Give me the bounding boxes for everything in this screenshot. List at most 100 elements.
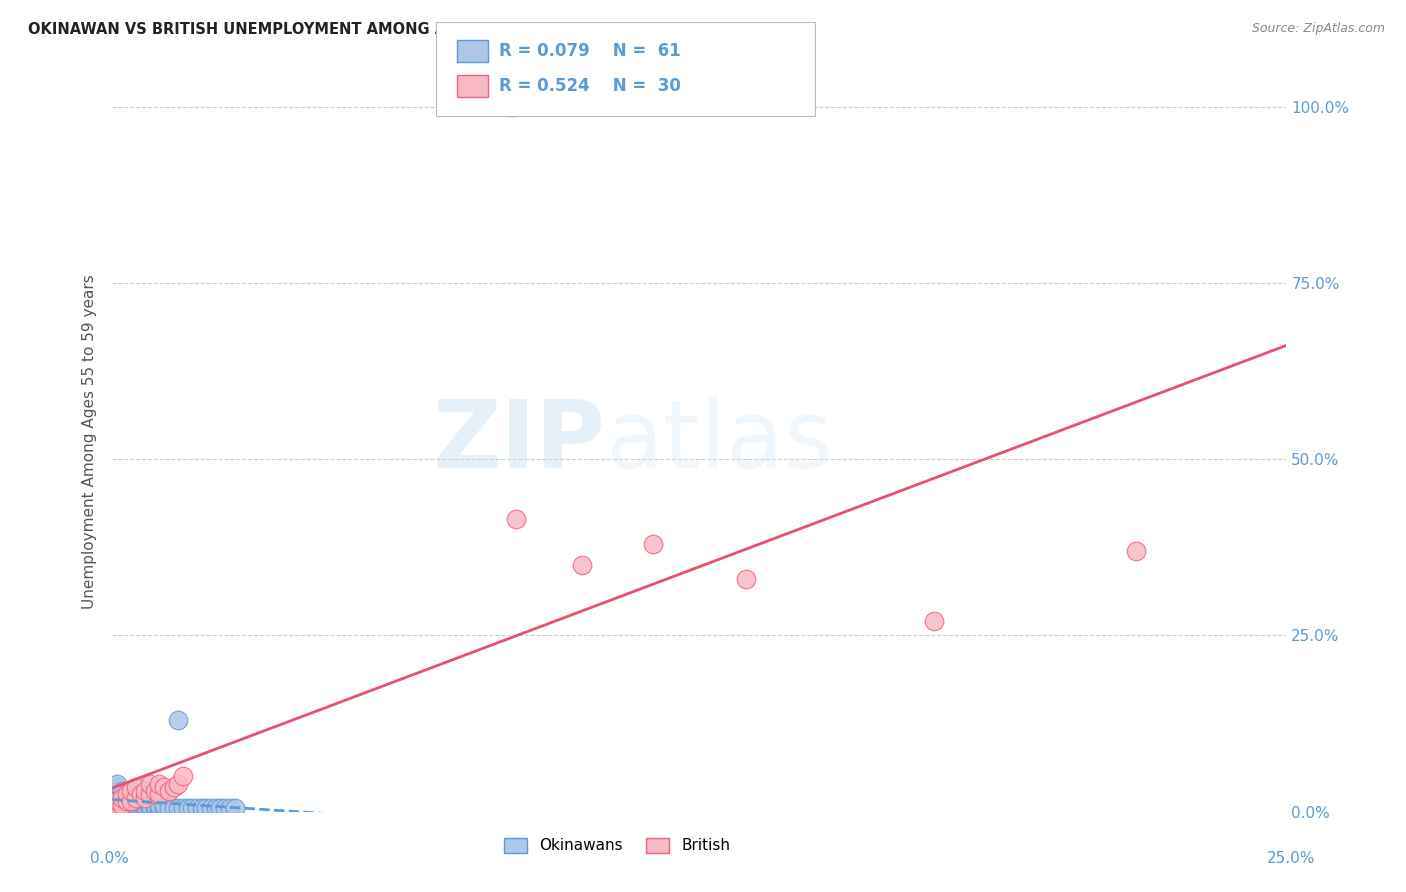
Point bbox=[105, 794, 128, 808]
Point bbox=[105, 794, 128, 808]
Point bbox=[115, 797, 138, 812]
Point bbox=[214, 801, 236, 815]
Point bbox=[111, 801, 134, 815]
Point bbox=[105, 797, 128, 812]
Point bbox=[505, 512, 527, 526]
Point bbox=[115, 790, 138, 805]
Point bbox=[153, 801, 176, 815]
Point bbox=[143, 801, 166, 815]
Point bbox=[224, 801, 246, 815]
Text: ZIP: ZIP bbox=[433, 395, 606, 488]
Point bbox=[129, 797, 152, 812]
Text: 0.0%: 0.0% bbox=[90, 851, 129, 865]
Point bbox=[143, 797, 166, 812]
Text: R = 0.524    N =  30: R = 0.524 N = 30 bbox=[499, 77, 681, 95]
Point bbox=[115, 794, 138, 808]
Point bbox=[120, 790, 142, 805]
Point bbox=[153, 780, 176, 794]
Point bbox=[105, 787, 128, 801]
Point bbox=[129, 801, 152, 815]
Point bbox=[148, 787, 170, 801]
Point bbox=[162, 801, 184, 815]
Point bbox=[111, 787, 134, 801]
Point bbox=[167, 801, 190, 815]
Point bbox=[172, 801, 194, 815]
Point bbox=[120, 797, 142, 812]
Point bbox=[134, 790, 156, 805]
Point bbox=[153, 797, 176, 812]
Point bbox=[111, 790, 134, 805]
Point bbox=[139, 797, 162, 812]
Point bbox=[148, 776, 170, 790]
Point bbox=[139, 787, 162, 801]
Point bbox=[115, 794, 138, 808]
Point bbox=[105, 790, 128, 805]
Point bbox=[125, 794, 148, 808]
Point bbox=[111, 790, 134, 805]
Point bbox=[501, 100, 523, 114]
Point bbox=[162, 780, 184, 794]
Point bbox=[134, 797, 156, 812]
Point bbox=[105, 780, 128, 794]
Point bbox=[922, 615, 945, 629]
Point bbox=[115, 801, 138, 815]
Point bbox=[120, 794, 142, 808]
Point bbox=[111, 794, 134, 808]
Point bbox=[157, 783, 180, 797]
Text: 25.0%: 25.0% bbox=[1267, 851, 1315, 865]
Point bbox=[167, 713, 190, 727]
Point bbox=[209, 801, 232, 815]
Point bbox=[120, 801, 142, 815]
Point bbox=[120, 783, 142, 797]
Text: Source: ZipAtlas.com: Source: ZipAtlas.com bbox=[1251, 22, 1385, 36]
Point bbox=[115, 787, 138, 801]
Point bbox=[125, 797, 148, 812]
Point bbox=[735, 572, 758, 586]
Point bbox=[219, 801, 242, 815]
Text: R = 0.079    N =  61: R = 0.079 N = 61 bbox=[499, 42, 681, 60]
Point bbox=[111, 797, 134, 812]
Point bbox=[176, 801, 198, 815]
Point bbox=[186, 801, 208, 815]
Point bbox=[105, 801, 128, 815]
Point bbox=[148, 801, 170, 815]
Point bbox=[195, 801, 218, 815]
Point bbox=[105, 797, 128, 812]
Point bbox=[111, 797, 134, 812]
Point bbox=[101, 801, 124, 815]
Point bbox=[143, 783, 166, 797]
Legend: Okinawans, British: Okinawans, British bbox=[498, 831, 737, 860]
Point bbox=[101, 794, 124, 808]
Point bbox=[105, 783, 128, 797]
Point bbox=[167, 776, 190, 790]
Point bbox=[1125, 544, 1147, 558]
Point bbox=[129, 794, 152, 808]
Point bbox=[111, 783, 134, 797]
Point bbox=[139, 776, 162, 790]
Point bbox=[641, 537, 664, 551]
Point bbox=[148, 797, 170, 812]
Point bbox=[181, 801, 204, 815]
Point bbox=[125, 790, 148, 805]
Point bbox=[200, 801, 222, 815]
Point bbox=[134, 794, 156, 808]
Point bbox=[134, 783, 156, 797]
Point bbox=[115, 787, 138, 801]
Point bbox=[101, 801, 124, 815]
Y-axis label: Unemployment Among Ages 55 to 59 years: Unemployment Among Ages 55 to 59 years bbox=[82, 274, 97, 609]
Point bbox=[571, 558, 593, 572]
Point bbox=[139, 801, 162, 815]
Point bbox=[190, 801, 212, 815]
Text: OKINAWAN VS BRITISH UNEMPLOYMENT AMONG AGES 55 TO 59 YEARS CORRELATION CHART: OKINAWAN VS BRITISH UNEMPLOYMENT AMONG A… bbox=[28, 22, 797, 37]
Point bbox=[157, 801, 180, 815]
Point bbox=[101, 790, 124, 805]
Point bbox=[134, 801, 156, 815]
Point bbox=[125, 801, 148, 815]
Point bbox=[105, 776, 128, 790]
Point bbox=[204, 801, 226, 815]
Point bbox=[101, 787, 124, 801]
Point bbox=[129, 787, 152, 801]
Text: atlas: atlas bbox=[606, 395, 834, 488]
Point bbox=[120, 794, 142, 808]
Point bbox=[172, 769, 194, 783]
